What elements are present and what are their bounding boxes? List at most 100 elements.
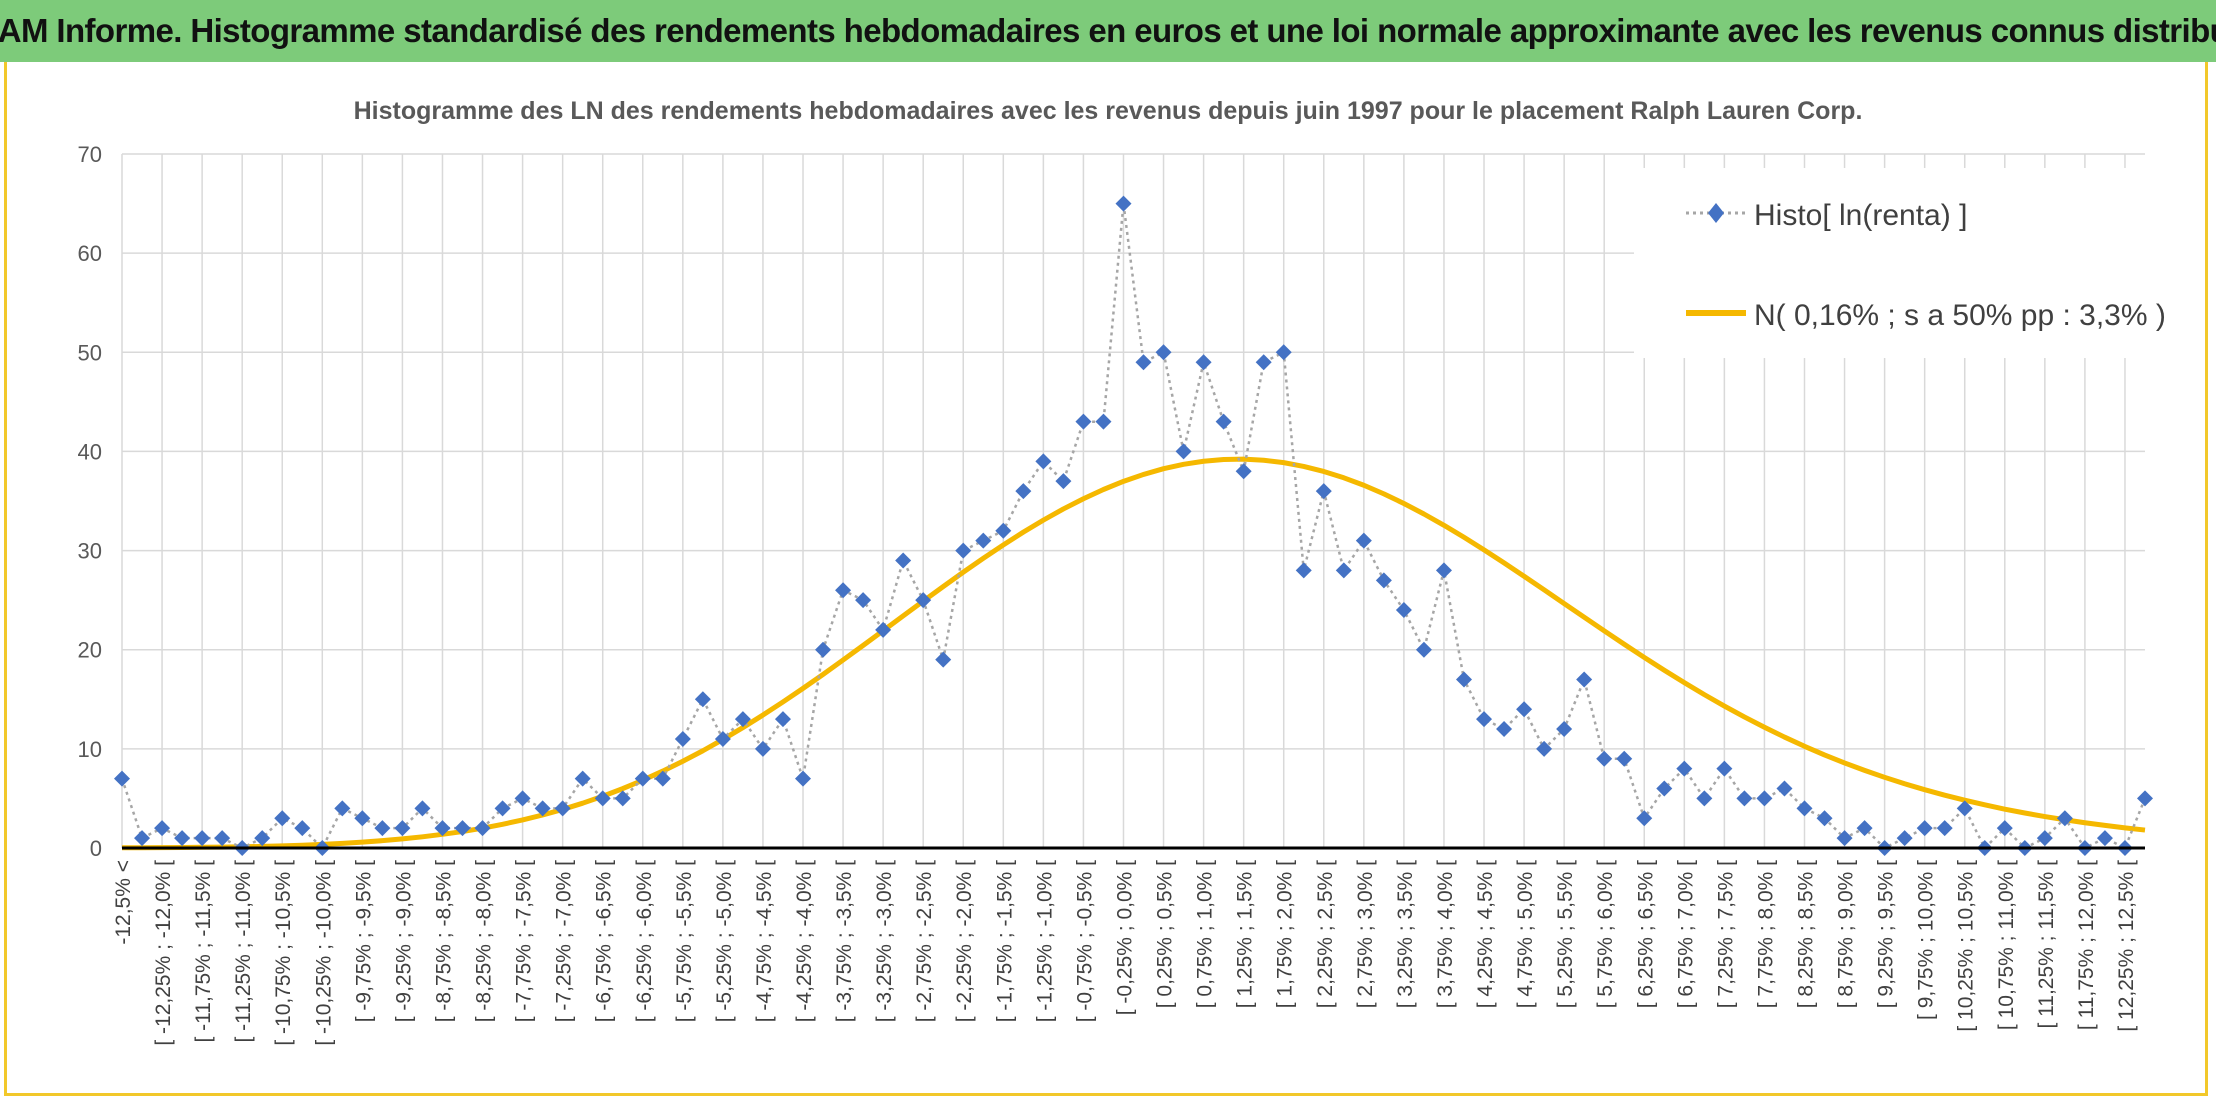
x-tick-label: [ 4,75% ; 5,0% [ xyxy=(1514,860,1537,1008)
histogram-point xyxy=(614,790,631,807)
histogram-point xyxy=(875,621,892,638)
x-tick-label: [ -6,75% ; -6,5% [ xyxy=(593,860,616,1022)
x-tick-label: [ -0,25% ; 0,0% [ xyxy=(1113,860,1136,1015)
normal-curve-layer xyxy=(121,456,2146,851)
x-tick-label: [ -3,25% ; -3,0% [ xyxy=(873,860,896,1022)
chart-frame xyxy=(4,62,2208,1096)
histogram-point xyxy=(214,830,231,847)
histogram-point xyxy=(1275,344,1292,361)
x-tick-label: [ 10,75% ; 11,0% [ xyxy=(1995,860,2018,1030)
x-tick-label: [ 12,25% ; 12,5% [ xyxy=(2115,860,2138,1032)
x-tick-label: [ -8,25% ; -8,0% [ xyxy=(473,860,496,1022)
histogram-point xyxy=(154,820,171,837)
histogram-point xyxy=(915,592,932,609)
histogram-point xyxy=(1676,760,1693,777)
histogram-point xyxy=(1516,701,1533,718)
x-tick-label: [ -5,25% ; -5,0% [ xyxy=(713,860,736,1022)
histogram-point xyxy=(1055,473,1072,490)
y-tick-label: 60 xyxy=(78,241,102,266)
histogram-point xyxy=(1656,780,1673,797)
histogram-point xyxy=(1636,810,1653,827)
histogram-point xyxy=(634,770,651,787)
x-tick-label: [ 6,75% ; 7,0% [ xyxy=(1674,860,1697,1008)
histogram-point xyxy=(254,830,271,847)
histogram-point xyxy=(1816,810,1833,827)
histogram-point xyxy=(194,830,211,847)
histogram-point xyxy=(594,790,611,807)
histogram-point xyxy=(1295,562,1312,579)
x-tick-label: [ 8,25% ; 8,5% [ xyxy=(1794,860,1817,1008)
histogram-point xyxy=(1415,641,1432,658)
x-tick-label: [ 8,75% ; 9,0% [ xyxy=(1835,860,1858,1008)
histogram-point xyxy=(1115,195,1132,212)
histogram-point xyxy=(374,820,391,837)
x-tick-label: -12,5% < xyxy=(112,860,135,945)
x-tick-label: [ -11,25% ; -11,0% [ xyxy=(232,860,255,1043)
histogram-point xyxy=(754,740,771,757)
x-tick-label: [ -5,75% ; -5,5% [ xyxy=(673,860,696,1022)
x-tick-label: [ -6,25% ; -6,0% [ xyxy=(633,860,656,1022)
histogram-point xyxy=(1936,820,1953,837)
x-tick-label: [ 9,25% ; 9,5% [ xyxy=(1875,860,1898,1008)
x-tick-label: [ -9,25% ; -9,0% [ xyxy=(392,860,415,1022)
histogram-point xyxy=(1756,790,1773,807)
x-tick-label: [ -7,75% ; -7,5% [ xyxy=(513,860,536,1022)
x-tick-label: [ -10,25% ; -10,0% [ xyxy=(312,860,335,1046)
histogram-point xyxy=(835,582,852,599)
x-tick-label: [ -3,75% ; -3,5% [ xyxy=(833,860,856,1022)
x-tick-label: [ 0,25% ; 0,5% [ xyxy=(1154,860,1177,1008)
x-axis-tick-labels: -12,5% < [ -12,25% ; -12,0% [[ -11,75% ; … xyxy=(112,860,2138,1046)
histogram-point xyxy=(1255,354,1272,371)
x-tick-label: [ 7,75% ; 8,0% [ xyxy=(1754,860,1777,1008)
histogram-point xyxy=(534,800,551,817)
histogram-point xyxy=(1556,721,1573,738)
histogram-point xyxy=(174,830,191,847)
x-tick-label: [ 10,25% ; 10,5% [ xyxy=(1955,860,1978,1032)
histogram-point xyxy=(1496,721,1513,738)
histogram-point xyxy=(514,790,531,807)
histogram-point xyxy=(1916,820,1933,837)
histogram-point xyxy=(1315,483,1332,500)
histogram-point xyxy=(1435,562,1452,579)
histogram-point xyxy=(1856,820,1873,837)
legend-histo-swatch-marker xyxy=(1708,203,1724,223)
histogram-point xyxy=(1135,354,1152,371)
x-tick-label: [ 2,75% ; 3,0% [ xyxy=(1354,860,1377,1008)
histogram-point xyxy=(2096,830,2113,847)
histogram-point xyxy=(1956,800,1973,817)
x-tick-label: [ 1,25% ; 1,5% [ xyxy=(1234,860,1257,1008)
histogram-point xyxy=(1576,671,1593,688)
histogram-point xyxy=(1716,760,1733,777)
x-tick-label: [ -4,25% ; -4,0% [ xyxy=(793,860,816,1022)
histogram-point xyxy=(935,651,952,668)
histogram-point xyxy=(2056,810,2073,827)
histogram-point xyxy=(134,830,151,847)
x-tick-label: [ 6,25% ; 6,5% [ xyxy=(1634,860,1657,1008)
histogram-series-layer xyxy=(114,195,2153,856)
x-tick-label: [ 3,75% ; 4,0% [ xyxy=(1434,860,1457,1008)
y-tick-label: 50 xyxy=(78,340,102,365)
histogram-point xyxy=(1476,711,1493,728)
x-tick-label: [ 4,25% ; 4,5% [ xyxy=(1474,860,1497,1008)
y-tick-label: 10 xyxy=(78,737,102,762)
x-tick-label: [ -9,75% ; -9,5% [ xyxy=(352,860,375,1022)
histogram-point xyxy=(1776,780,1793,797)
histogram-point xyxy=(394,820,411,837)
x-tick-label: [ 5,25% ; 5,5% [ xyxy=(1554,860,1577,1008)
histogram-point xyxy=(1015,483,1032,500)
report-title: ADAM Informe. Histogramme standardisé de… xyxy=(0,12,2216,49)
x-tick-label: [ -0,75% ; -0,5% [ xyxy=(1073,860,1096,1022)
histogram-point xyxy=(734,711,751,728)
histogram-point xyxy=(1195,354,1212,371)
y-tick-label: 0 xyxy=(90,836,102,861)
histogram-point xyxy=(474,820,491,837)
histogram-point xyxy=(434,820,451,837)
x-tick-label: [ 2,25% ; 2,5% [ xyxy=(1314,860,1337,1008)
histogram-point xyxy=(454,820,471,837)
x-tick-label: [ 9,75% ; 10,0% [ xyxy=(1915,860,1938,1020)
legend-histo-label: Histo[ ln(renta) ] xyxy=(1754,199,1967,232)
histogram-point xyxy=(674,730,691,747)
histogram-point xyxy=(1596,750,1613,767)
y-tick-label: 30 xyxy=(78,539,102,564)
histogram-point xyxy=(955,542,972,559)
